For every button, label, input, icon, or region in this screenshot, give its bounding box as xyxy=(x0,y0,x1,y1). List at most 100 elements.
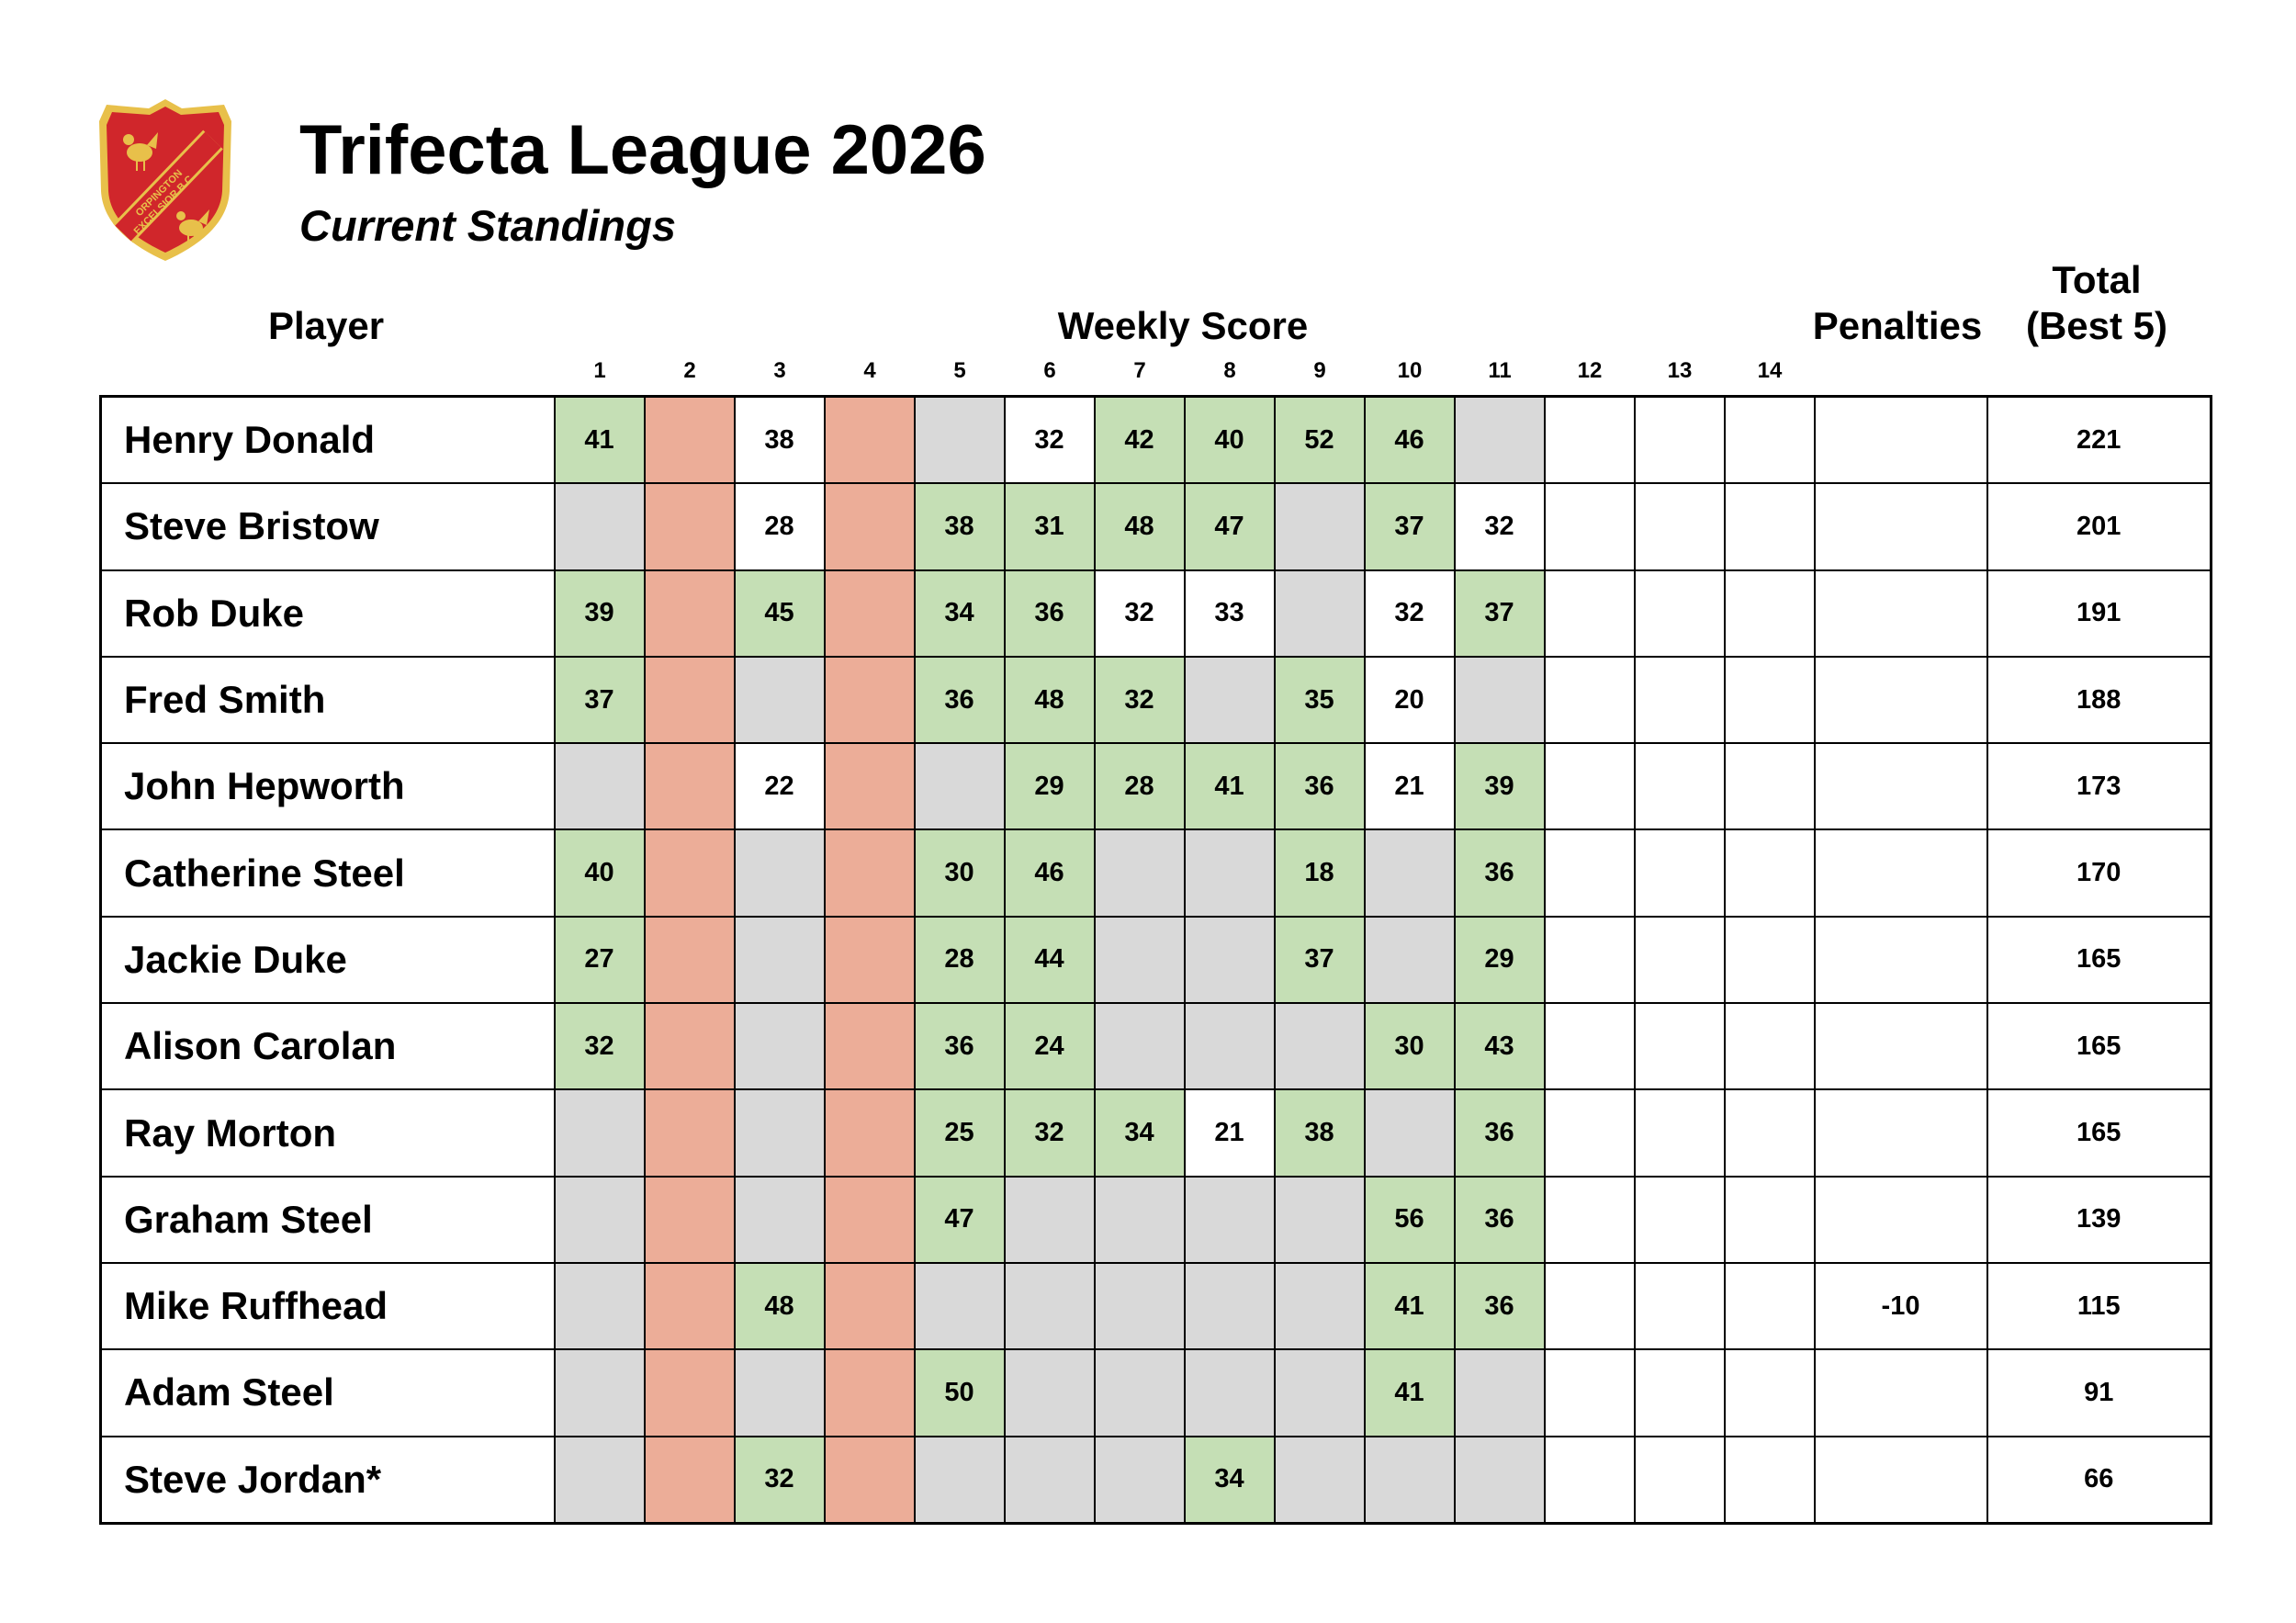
week-score-cell: 32 xyxy=(1093,655,1186,745)
total-cell: 221 xyxy=(1986,395,2212,485)
week-score-cell: 32 xyxy=(1363,569,1456,658)
week-score-cell: 32 xyxy=(1453,482,1546,571)
week-score-cell xyxy=(823,395,916,485)
week-score-cell xyxy=(1183,828,1276,918)
total-header-line2: (Best 5) xyxy=(2025,304,2168,347)
week-score-cell xyxy=(1093,1348,1186,1437)
week-score-cell xyxy=(1183,915,1276,1005)
week-number-label: 2 xyxy=(683,358,696,383)
week-score-cell xyxy=(643,1435,736,1525)
week-score-cell xyxy=(1093,1435,1186,1525)
week-score-cell: 35 xyxy=(1273,655,1366,745)
week-score-cell xyxy=(643,482,736,571)
week-score-cell: 39 xyxy=(553,569,646,658)
week-score-cell xyxy=(1633,1088,1726,1178)
player-name: Fred Smith xyxy=(99,655,556,745)
week-score-cell xyxy=(823,482,916,571)
page-title: Trifecta League 2026 xyxy=(299,111,986,189)
week-score-cell xyxy=(823,1261,916,1351)
penalties-cell xyxy=(1813,1348,1988,1437)
player-name: Rob Duke xyxy=(99,569,556,658)
total-cell: 173 xyxy=(1986,742,2212,831)
week-score-cell xyxy=(1633,1002,1726,1091)
week-number-label: 8 xyxy=(1223,358,1236,383)
week-score-cell: 44 xyxy=(1003,915,1096,1005)
week-score-cell xyxy=(1543,1435,1636,1525)
week-score-cell xyxy=(1543,482,1636,571)
table-row: Jackie Duke 27 28 44 37 29 165 xyxy=(99,915,2212,1005)
week-score-cell xyxy=(643,1261,736,1351)
week-number-label: 11 xyxy=(1488,358,1512,383)
week-score-cell xyxy=(1633,1435,1726,1525)
week-score-cell: 42 xyxy=(1093,395,1186,485)
week-score-cell xyxy=(1633,482,1726,571)
total-header-line1: Total xyxy=(2052,258,2142,301)
total-cell: 91 xyxy=(1986,1348,2212,1437)
week-score-cell xyxy=(643,569,736,658)
week-score-cell xyxy=(1273,482,1366,571)
week-score-cell xyxy=(913,742,1006,831)
penalties-cell xyxy=(1813,915,1988,1005)
week-score-cell: 37 xyxy=(553,655,646,745)
total-cell: 115 xyxy=(1986,1261,2212,1351)
week-number-label: 5 xyxy=(953,358,966,383)
week-score-cell xyxy=(1003,1175,1096,1264)
week-score-cell: 36 xyxy=(1273,742,1366,831)
penalties-cell xyxy=(1813,1088,1988,1178)
week-score-cell: 48 xyxy=(1093,482,1186,571)
week-score-cell: 46 xyxy=(1003,828,1096,918)
week-score-cell xyxy=(1543,915,1636,1005)
week-score-cell xyxy=(913,1261,1006,1351)
week-score-cell xyxy=(1003,1261,1096,1351)
week-score-cell xyxy=(643,395,736,485)
week-score-cell xyxy=(823,1175,916,1264)
week-score-cell xyxy=(1093,1175,1186,1264)
week-score-cell xyxy=(1543,569,1636,658)
week-score-cell: 30 xyxy=(1363,1002,1456,1091)
rooster-icon xyxy=(123,132,158,171)
week-score-cell: 36 xyxy=(913,655,1006,745)
player-name: Jackie Duke xyxy=(99,915,556,1005)
week-score-cell: 36 xyxy=(1453,1088,1546,1178)
table-row: Henry Donald 41 38 32 42 40 52 46 221 xyxy=(99,395,2212,485)
total-cell: 165 xyxy=(1986,915,2212,1005)
week-score-cell: 32 xyxy=(733,1435,826,1525)
week-score-cell xyxy=(823,1088,916,1178)
week-score-cell xyxy=(823,655,916,745)
week-score-cell: 28 xyxy=(1093,742,1186,831)
week-score-cell xyxy=(553,1088,646,1178)
total-cell: 191 xyxy=(1986,569,2212,658)
total-cell: 139 xyxy=(1986,1175,2212,1264)
week-score-cell: 48 xyxy=(1003,655,1096,745)
penalties-cell xyxy=(1813,569,1988,658)
week-score-cell xyxy=(1633,1348,1726,1437)
week-score-cell: 37 xyxy=(1363,482,1456,571)
week-score-cell xyxy=(553,1348,646,1437)
week-score-cell: 20 xyxy=(1363,655,1456,745)
week-score-cell xyxy=(1543,1002,1636,1091)
week-score-cell xyxy=(643,1002,736,1091)
week-score-cell xyxy=(1363,915,1456,1005)
week-number-label: 12 xyxy=(1577,358,1603,383)
week-score-cell xyxy=(1723,1435,1816,1525)
week-score-cell xyxy=(643,1348,736,1437)
week-number-label: 13 xyxy=(1667,358,1693,383)
penalties-cell xyxy=(1813,395,1988,485)
week-score-cell xyxy=(1543,1348,1636,1437)
week-score-cell xyxy=(1723,1175,1816,1264)
week-score-cell xyxy=(1543,655,1636,745)
week-score-cell xyxy=(1723,742,1816,831)
week-score-cell xyxy=(733,1348,826,1437)
penalties-cell xyxy=(1813,828,1988,918)
week-score-cell xyxy=(643,742,736,831)
week-score-cell xyxy=(643,1088,736,1178)
week-score-cell xyxy=(1723,1088,1816,1178)
table-row: Mike Ruffhead 48 41 36 -10 115 xyxy=(99,1261,2212,1351)
week-score-cell xyxy=(643,915,736,1005)
week-score-cell xyxy=(1183,1348,1276,1437)
week-number-label: 7 xyxy=(1133,358,1146,383)
player-column-header: Player xyxy=(267,304,385,347)
week-score-cell xyxy=(1633,655,1726,745)
week-score-cell xyxy=(1363,1088,1456,1178)
week-score-cell xyxy=(823,915,916,1005)
